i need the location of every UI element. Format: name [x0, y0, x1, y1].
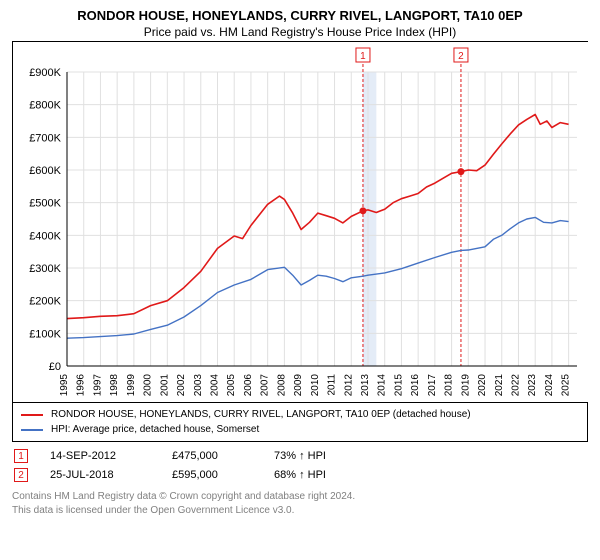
svg-text:£600K: £600K [29, 165, 61, 177]
legend-label: HPI: Average price, detached house, Some… [51, 422, 259, 437]
svg-text:2024: 2024 [544, 374, 555, 397]
svg-text:2: 2 [458, 51, 464, 62]
footer-line-2: This data is licensed under the Open Gov… [12, 504, 588, 518]
svg-text:£700K: £700K [29, 132, 61, 144]
legend-row: RONDOR HOUSE, HONEYLANDS, CURRY RIVEL, L… [21, 407, 579, 422]
chart-container: RONDOR HOUSE, HONEYLANDS, CURRY RIVEL, L… [0, 0, 600, 522]
svg-text:£100K: £100K [29, 328, 61, 340]
sale-vs-hpi: 68% ↑ HPI [274, 469, 354, 481]
svg-text:2005: 2005 [226, 374, 237, 397]
svg-text:£300K: £300K [29, 263, 61, 275]
svg-text:£0: £0 [49, 361, 61, 373]
footer-text: Contains HM Land Registry data © Crown c… [12, 490, 588, 518]
sale-marker-icon: 1 [14, 449, 28, 463]
svg-text:1: 1 [360, 51, 366, 62]
svg-text:2002: 2002 [176, 374, 187, 397]
svg-text:£500K: £500K [29, 198, 61, 210]
svg-text:2025: 2025 [561, 374, 572, 397]
svg-text:1999: 1999 [126, 374, 137, 397]
svg-text:2023: 2023 [527, 374, 538, 397]
svg-text:2014: 2014 [377, 374, 388, 397]
line-chart: 1 2 £0 £100K £200K £300K £400K £500K £600K £700K £… [13, 42, 589, 402]
sale-marker-icon: 2 [14, 468, 28, 482]
svg-text:1995: 1995 [59, 374, 70, 397]
legend: RONDOR HOUSE, HONEYLANDS, CURRY RIVEL, L… [12, 401, 588, 442]
sale-row: 2 25-JUL-2018 £595,000 68% ↑ HPI [12, 467, 588, 486]
svg-text:2004: 2004 [209, 374, 220, 397]
legend-label: RONDOR HOUSE, HONEYLANDS, CURRY RIVEL, L… [51, 407, 471, 422]
legend-row: HPI: Average price, detached house, Some… [21, 422, 579, 437]
sale-price: £475,000 [172, 450, 252, 462]
svg-text:2003: 2003 [193, 374, 204, 397]
svg-text:2021: 2021 [494, 374, 505, 397]
svg-text:2006: 2006 [243, 374, 254, 397]
chart-subtitle: Price paid vs. HM Land Registry's House … [12, 25, 588, 39]
sale-date: 25-JUL-2018 [50, 469, 150, 481]
svg-text:2000: 2000 [143, 374, 154, 397]
chart-area: 1 2 £0 £100K £200K £300K £400K £500K £600K £700K £… [12, 41, 588, 401]
svg-text:2007: 2007 [260, 374, 271, 397]
sale-date: 14-SEP-2012 [50, 450, 150, 462]
svg-text:2015: 2015 [393, 374, 404, 397]
svg-text:2001: 2001 [159, 374, 170, 397]
svg-text:£400K: £400K [29, 230, 61, 242]
svg-text:2008: 2008 [276, 374, 287, 397]
svg-text:2013: 2013 [360, 374, 371, 397]
legend-swatch [21, 429, 43, 431]
svg-text:2011: 2011 [327, 374, 338, 396]
svg-text:2010: 2010 [310, 374, 321, 397]
sale-price: £595,000 [172, 469, 252, 481]
footer-line-1: Contains HM Land Registry data © Crown c… [12, 490, 588, 504]
svg-text:2022: 2022 [510, 374, 521, 397]
svg-text:1997: 1997 [92, 374, 103, 397]
chart-title: RONDOR HOUSE, HONEYLANDS, CURRY RIVEL, L… [12, 8, 588, 23]
sale-vs-hpi: 73% ↑ HPI [274, 450, 354, 462]
svg-text:£200K: £200K [29, 296, 61, 308]
svg-text:2009: 2009 [293, 374, 304, 397]
svg-text:2019: 2019 [460, 374, 471, 397]
svg-text:2012: 2012 [343, 374, 354, 397]
svg-text:2017: 2017 [427, 374, 438, 397]
svg-text:1996: 1996 [76, 374, 87, 397]
legend-swatch [21, 414, 43, 416]
svg-text:£800K: £800K [29, 100, 61, 112]
svg-text:2018: 2018 [444, 374, 455, 397]
title-block: RONDOR HOUSE, HONEYLANDS, CURRY RIVEL, L… [12, 8, 588, 39]
sales-table: 1 14-SEP-2012 £475,000 73% ↑ HPI 2 25-JUL-201… [12, 448, 588, 486]
svg-text:1998: 1998 [109, 374, 120, 397]
svg-text:2016: 2016 [410, 374, 421, 397]
sale-row: 1 14-SEP-2012 £475,000 73% ↑ HPI [12, 448, 588, 467]
svg-text:2020: 2020 [477, 374, 488, 397]
svg-text:£900K: £900K [29, 67, 61, 79]
